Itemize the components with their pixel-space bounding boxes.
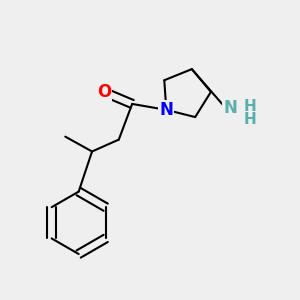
Text: N: N [159,101,173,119]
Text: H: H [243,99,256,114]
Text: O: O [97,83,111,101]
Text: H: H [243,112,256,127]
Text: N: N [223,99,237,117]
